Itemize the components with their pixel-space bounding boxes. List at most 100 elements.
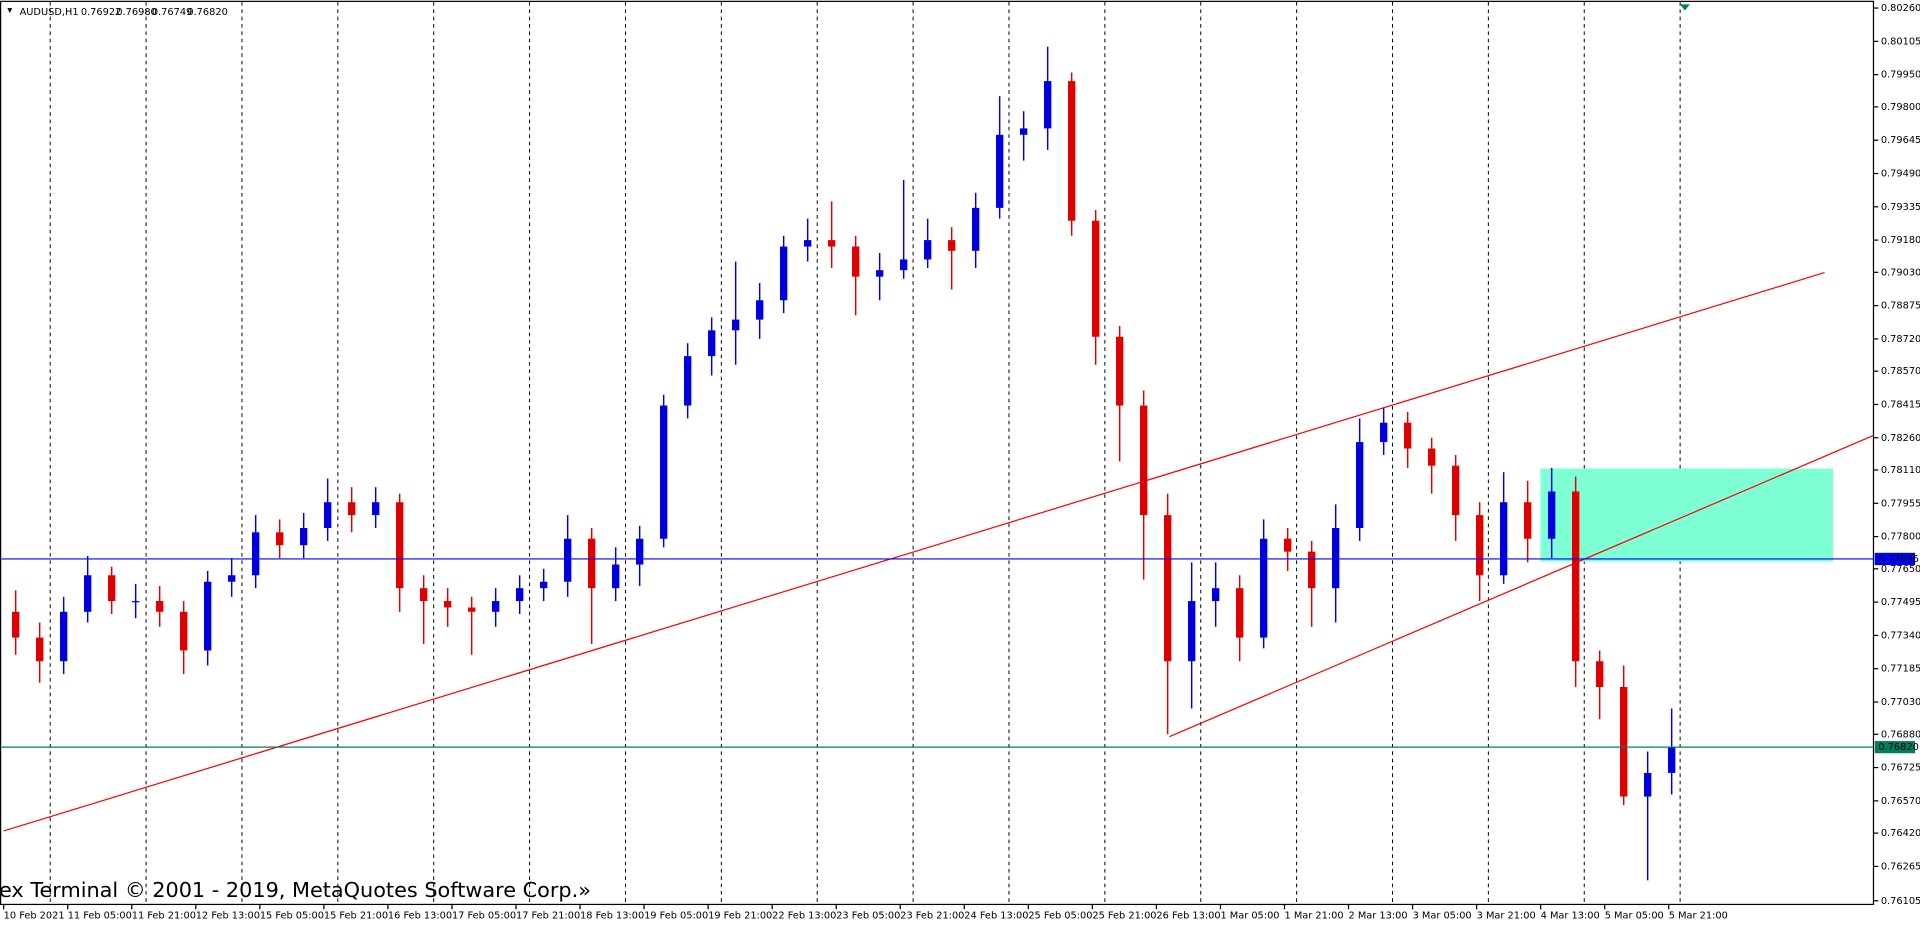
candle-body <box>1284 538 1292 552</box>
candle-body <box>1092 220 1100 337</box>
y-tick-label: 0.79030 <box>1881 267 1920 278</box>
candle-body <box>1212 588 1220 602</box>
candle-body <box>60 611 68 662</box>
x-tick-label: 17 Feb 05:00 <box>452 910 516 921</box>
quote-value: 0.76980 <box>116 7 156 18</box>
y-tick-label: 0.76725 <box>1881 763 1920 774</box>
candle-body <box>1452 465 1460 516</box>
candle-body <box>1188 601 1196 662</box>
y-tick-label: 0.78110 <box>1881 465 1920 476</box>
x-tick-label: 2 Mar 13:00 <box>1349 910 1408 921</box>
candle-body <box>1476 515 1484 576</box>
candle-body <box>1332 528 1340 589</box>
plot-frame <box>0 0 1875 906</box>
price-label: 0.77696 <box>1878 554 1918 565</box>
y-tick-label: 0.77030 <box>1881 697 1920 708</box>
candle-body <box>420 588 428 602</box>
candle-body <box>468 607 476 612</box>
candle-body <box>1596 661 1604 687</box>
shift-marker <box>1680 4 1690 11</box>
x-tick-label: 3 Mar 05:00 <box>1413 910 1472 921</box>
candle-body <box>84 575 92 612</box>
candle-body <box>1668 747 1676 773</box>
candle-body <box>1500 502 1508 576</box>
y-tick-label: 0.76265 <box>1881 861 1920 872</box>
candle-body <box>300 528 308 546</box>
candle-body <box>660 405 668 539</box>
x-tick-label: 5 Mar 21:00 <box>1669 910 1728 921</box>
candle-body <box>1068 81 1076 221</box>
candle-body <box>588 538 596 589</box>
candle-body <box>1380 422 1388 443</box>
candle-body <box>348 502 356 516</box>
x-tick-label: 24 Feb 13:00 <box>964 910 1028 921</box>
candle-body <box>1572 491 1580 662</box>
candle-body <box>948 240 956 251</box>
candle-body <box>372 502 380 516</box>
candles <box>12 46 1676 881</box>
x-tick-label: 5 Mar 05:00 <box>1605 910 1664 921</box>
y-tick-label: 0.76105 <box>1881 896 1920 907</box>
x-tick-label: 10 Feb 2021 <box>4 910 65 921</box>
candle-body <box>1020 128 1028 135</box>
candle-body <box>612 564 620 589</box>
x-tick-label: 25 Feb 05:00 <box>1028 910 1092 921</box>
trend-line <box>3 272 1825 832</box>
x-tick-label: 12 Feb 13:00 <box>196 910 260 921</box>
candle-body <box>36 637 44 662</box>
candle-body <box>1404 422 1412 449</box>
candle-body <box>228 575 236 582</box>
candle-body <box>12 611 20 638</box>
y-tick-label: 0.76570 <box>1881 796 1920 807</box>
price-label-box <box>1874 552 1916 566</box>
y-tick-label: 0.77340 <box>1881 630 1920 641</box>
y-tick-label: 0.77495 <box>1881 597 1920 608</box>
x-tick-label: 1 Mar 21:00 <box>1284 910 1343 921</box>
candle-body <box>756 300 764 320</box>
candle-body <box>780 246 788 301</box>
y-tick-label: 0.79645 <box>1881 135 1920 146</box>
candle-body <box>396 502 404 589</box>
candle-body <box>804 240 812 247</box>
candle-body <box>276 532 284 546</box>
candle-body <box>108 575 116 602</box>
period-separators <box>49 1 1681 905</box>
candle-body <box>1236 588 1244 638</box>
y-tick-label: 0.80260 <box>1881 3 1920 14</box>
candle-body <box>1140 405 1148 516</box>
x-tick-label: 16 Feb 13:00 <box>388 910 452 921</box>
y-tick-label: 0.76880 <box>1881 729 1920 740</box>
candle-body <box>636 538 644 565</box>
candle-body <box>972 207 980 251</box>
candle-body <box>180 611 188 651</box>
x-tick-label: 17 Feb 21:00 <box>516 910 580 921</box>
candle-body <box>204 581 212 651</box>
x-tick-label: 3 Mar 21:00 <box>1477 910 1536 921</box>
candle-body <box>132 601 140 603</box>
y-tick-label: 0.79335 <box>1881 202 1920 213</box>
candle-body <box>996 134 1004 208</box>
y-tick-label: 0.78875 <box>1881 301 1920 312</box>
candle-body <box>1308 551 1316 589</box>
candle-body <box>876 270 884 277</box>
candle-body <box>1356 442 1364 529</box>
x-tick-label: 19 Feb 21:00 <box>708 910 772 921</box>
candle-body <box>516 588 524 602</box>
candle-body <box>252 532 260 576</box>
candle-body <box>1260 538 1268 638</box>
x-tick-label: 18 Feb 13:00 <box>580 910 644 921</box>
watermark: «FreshForex Terminal © 2001 - 2019, Meta… <box>0 878 591 902</box>
candle-body <box>1644 772 1652 797</box>
candle-body <box>1164 515 1172 662</box>
candle-body <box>684 356 692 406</box>
symbol-label: AUDUSD,H1 <box>20 7 79 18</box>
y-tick-label: 0.76420 <box>1881 828 1920 839</box>
candle-body <box>1116 336 1124 406</box>
y-tick-label: 0.79950 <box>1881 70 1920 81</box>
candle-body <box>1428 448 1436 466</box>
y-tick-label: 0.78570 <box>1881 366 1920 377</box>
price-label-box <box>1874 741 1916 754</box>
y-tick-label: 0.78415 <box>1881 399 1920 410</box>
y-tick-label: 0.79490 <box>1881 168 1920 179</box>
candle-body <box>708 330 716 357</box>
